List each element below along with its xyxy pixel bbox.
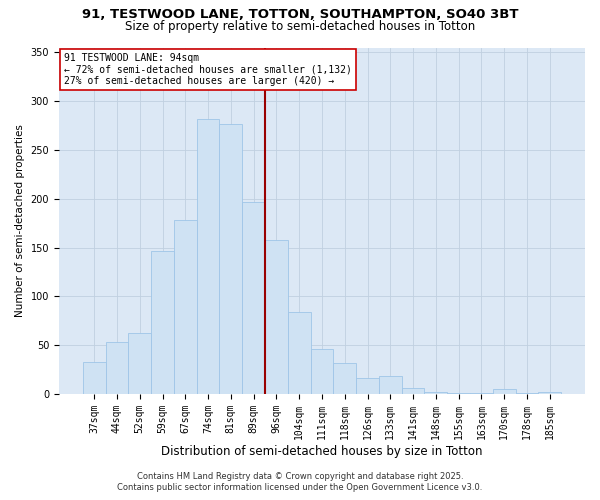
Y-axis label: Number of semi-detached properties: Number of semi-detached properties bbox=[15, 124, 25, 317]
Text: 91, TESTWOOD LANE, TOTTON, SOUTHAMPTON, SO40 3BT: 91, TESTWOOD LANE, TOTTON, SOUTHAMPTON, … bbox=[82, 8, 518, 20]
Bar bbox=[424, 392, 447, 394]
Bar bbox=[401, 388, 424, 394]
Bar bbox=[356, 378, 379, 394]
Bar bbox=[493, 389, 515, 394]
Bar bbox=[197, 118, 220, 394]
Bar bbox=[106, 342, 128, 394]
Bar bbox=[334, 362, 356, 394]
Bar bbox=[447, 393, 470, 394]
Bar bbox=[151, 252, 174, 394]
Bar bbox=[288, 312, 311, 394]
Text: Size of property relative to semi-detached houses in Totton: Size of property relative to semi-detach… bbox=[125, 20, 475, 33]
Text: 91 TESTWOOD LANE: 94sqm
← 72% of semi-detached houses are smaller (1,132)
27% of: 91 TESTWOOD LANE: 94sqm ← 72% of semi-de… bbox=[64, 52, 352, 86]
Bar bbox=[265, 240, 288, 394]
Text: Contains HM Land Registry data © Crown copyright and database right 2025.
Contai: Contains HM Land Registry data © Crown c… bbox=[118, 472, 482, 492]
X-axis label: Distribution of semi-detached houses by size in Totton: Distribution of semi-detached houses by … bbox=[161, 444, 483, 458]
Bar bbox=[220, 124, 242, 394]
Bar bbox=[128, 334, 151, 394]
Bar bbox=[174, 220, 197, 394]
Bar bbox=[242, 202, 265, 394]
Bar bbox=[470, 393, 493, 394]
Bar bbox=[515, 393, 538, 394]
Bar bbox=[311, 349, 334, 394]
Bar bbox=[83, 362, 106, 394]
Bar bbox=[538, 392, 561, 394]
Bar bbox=[379, 376, 401, 394]
